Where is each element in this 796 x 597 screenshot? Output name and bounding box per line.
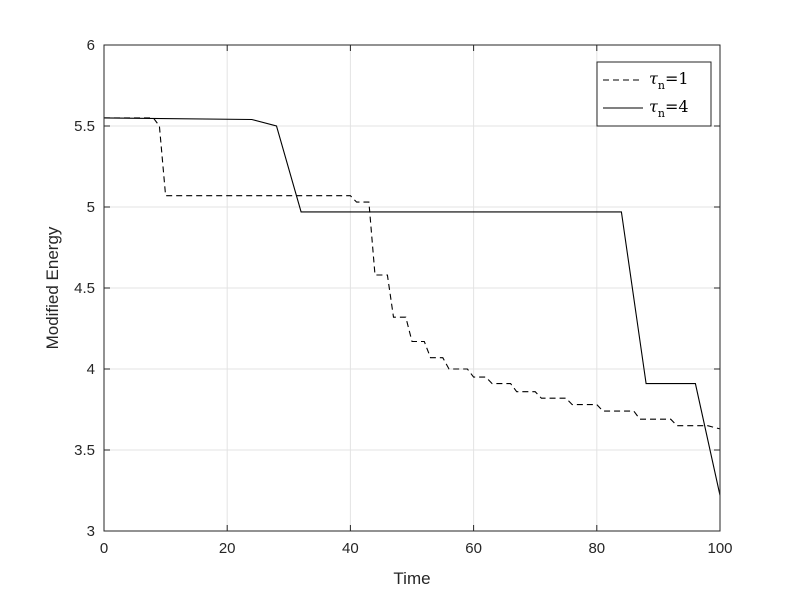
y-tick-label: 4.5 xyxy=(74,280,95,297)
x-tick-label: 40 xyxy=(342,540,359,557)
x-tick-label: 60 xyxy=(465,540,482,557)
series-line-2 xyxy=(103,117,721,496)
y-tick-label: 3 xyxy=(87,523,95,540)
tick-labels: 0 20 40 60 80 100 3 3.5 4 4.5 5 5.5 6 xyxy=(74,37,732,557)
legend-label-1: τn=1 xyxy=(649,69,689,92)
legend-box xyxy=(596,61,712,127)
y-tick-label: 5.5 xyxy=(74,118,95,135)
y-axis-label: Modified Energy xyxy=(43,226,62,349)
y-tick-label: 3.5 xyxy=(74,442,95,459)
legend-label-2: τn=4 xyxy=(649,97,689,120)
y-tick-label: 6 xyxy=(87,37,95,54)
tick-marks xyxy=(103,44,721,532)
y-tick-label: 4 xyxy=(87,361,95,378)
x-tick-label: 20 xyxy=(219,540,236,557)
plot-lines xyxy=(103,117,721,496)
x-axis-label: Time xyxy=(393,569,430,588)
x-tick-label: 100 xyxy=(707,540,732,557)
series-line-1 xyxy=(104,117,721,430)
x-tick-label: 0 xyxy=(100,540,108,557)
y-tick-label: 5 xyxy=(87,199,95,216)
x-tick-label: 80 xyxy=(588,540,605,557)
legend: τn=1 τn=4 xyxy=(596,61,712,127)
